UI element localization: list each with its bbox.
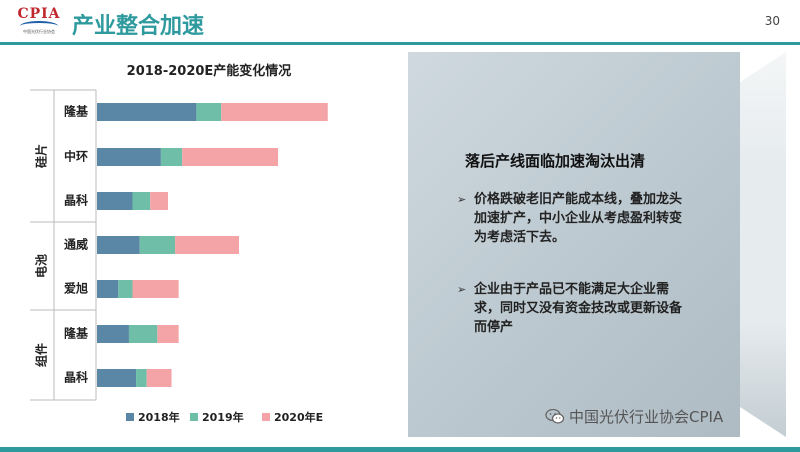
bar-segment [97,325,129,343]
bar-segment [150,192,168,210]
group-label: 硅片 [34,144,49,168]
slide-header: CPIA 中国光伏行业协会 产业整合加速 30 [0,0,800,44]
cpia-logo: CPIA 中国光伏行业协会 [14,6,64,38]
category-label: 晶科 [64,370,88,385]
bar-segment [97,148,161,166]
bar-segment [97,236,140,254]
capacity-chart: 2018-2020E产能变化情况 硅片 电池 组件 隆基 中环 晶科 通威 爱旭 隆基 晶科 201… [28,52,390,436]
watermark: 中国光伏行业协会CPIA [545,406,723,427]
bar-segment [175,236,239,254]
bar-segment [160,148,183,166]
logo-arc [20,21,58,31]
page-title: 产业整合加速 [72,14,205,39]
bullet-2: ➢ 企业由于产品已不能满足大企业需求，同时又没有资金技改或更新设备而停产 [457,280,687,337]
bar-segment [97,192,133,210]
panel-heading: 落后产线面临加速淘汰出清 [465,152,646,170]
bar-segment [132,280,179,298]
panel-side-decoration [740,52,786,437]
logo-text: CPIA [17,6,61,22]
category-label: 中环 [64,149,88,164]
bullet-text: 价格跌破老旧产能成本线，叠加龙头加速扩产，中小企业从考虑盈利转变为考虑活下去。 [474,192,683,245]
legend-swatch [126,413,134,421]
bar-segment [139,236,176,254]
bullet-text: 企业由于产品已不能满足大企业需求，同时又没有资金技改或更新设备而停产 [474,282,683,335]
bullet-marker-icon: ➢ [457,193,467,206]
category-label: 通威 [64,237,88,252]
legend-label: 2018年 [138,410,180,424]
watermark-text: 中国光伏行业协会CPIA [569,408,724,426]
category-label: 爱旭 [64,281,88,296]
bar-segment [97,280,119,298]
category-label: 隆基 [64,326,89,341]
bar-segment [97,369,137,387]
legend-label: 2019年 [202,410,244,424]
bar-segment [146,369,172,387]
bar-segment [157,325,179,343]
summary-panel [408,52,740,437]
bar-segment [221,103,328,121]
wechat-icon [545,409,565,424]
bullet-1: ➢ 价格跌破老旧产能成本线，叠加龙头加速扩产，中小企业从考虑盈利转变为考虑活下去… [457,190,687,247]
bar-segment [128,325,158,343]
header-rule [0,42,800,45]
group-label: 电池 [34,254,49,278]
logo-subtext: 中国光伏行业协会 [23,29,55,34]
bullet-marker-icon: ➢ [457,283,467,296]
footer-rule [0,447,800,452]
bar-segment [97,103,197,121]
chart-title: 2018-2020E产能变化情况 [126,64,292,79]
bar-segment [182,148,279,166]
group-label: 组件 [34,343,49,367]
bar-segment [118,280,133,298]
legend-swatch [262,413,270,421]
bar-segment [196,103,222,121]
bar-segment [132,192,151,210]
page-number: 30 [764,14,780,28]
category-label: 隆基 [64,104,89,119]
legend-label: 2020年E [274,410,323,424]
bar-segment [136,369,147,387]
legend-swatch [190,413,198,421]
category-label: 晶科 [64,193,88,208]
